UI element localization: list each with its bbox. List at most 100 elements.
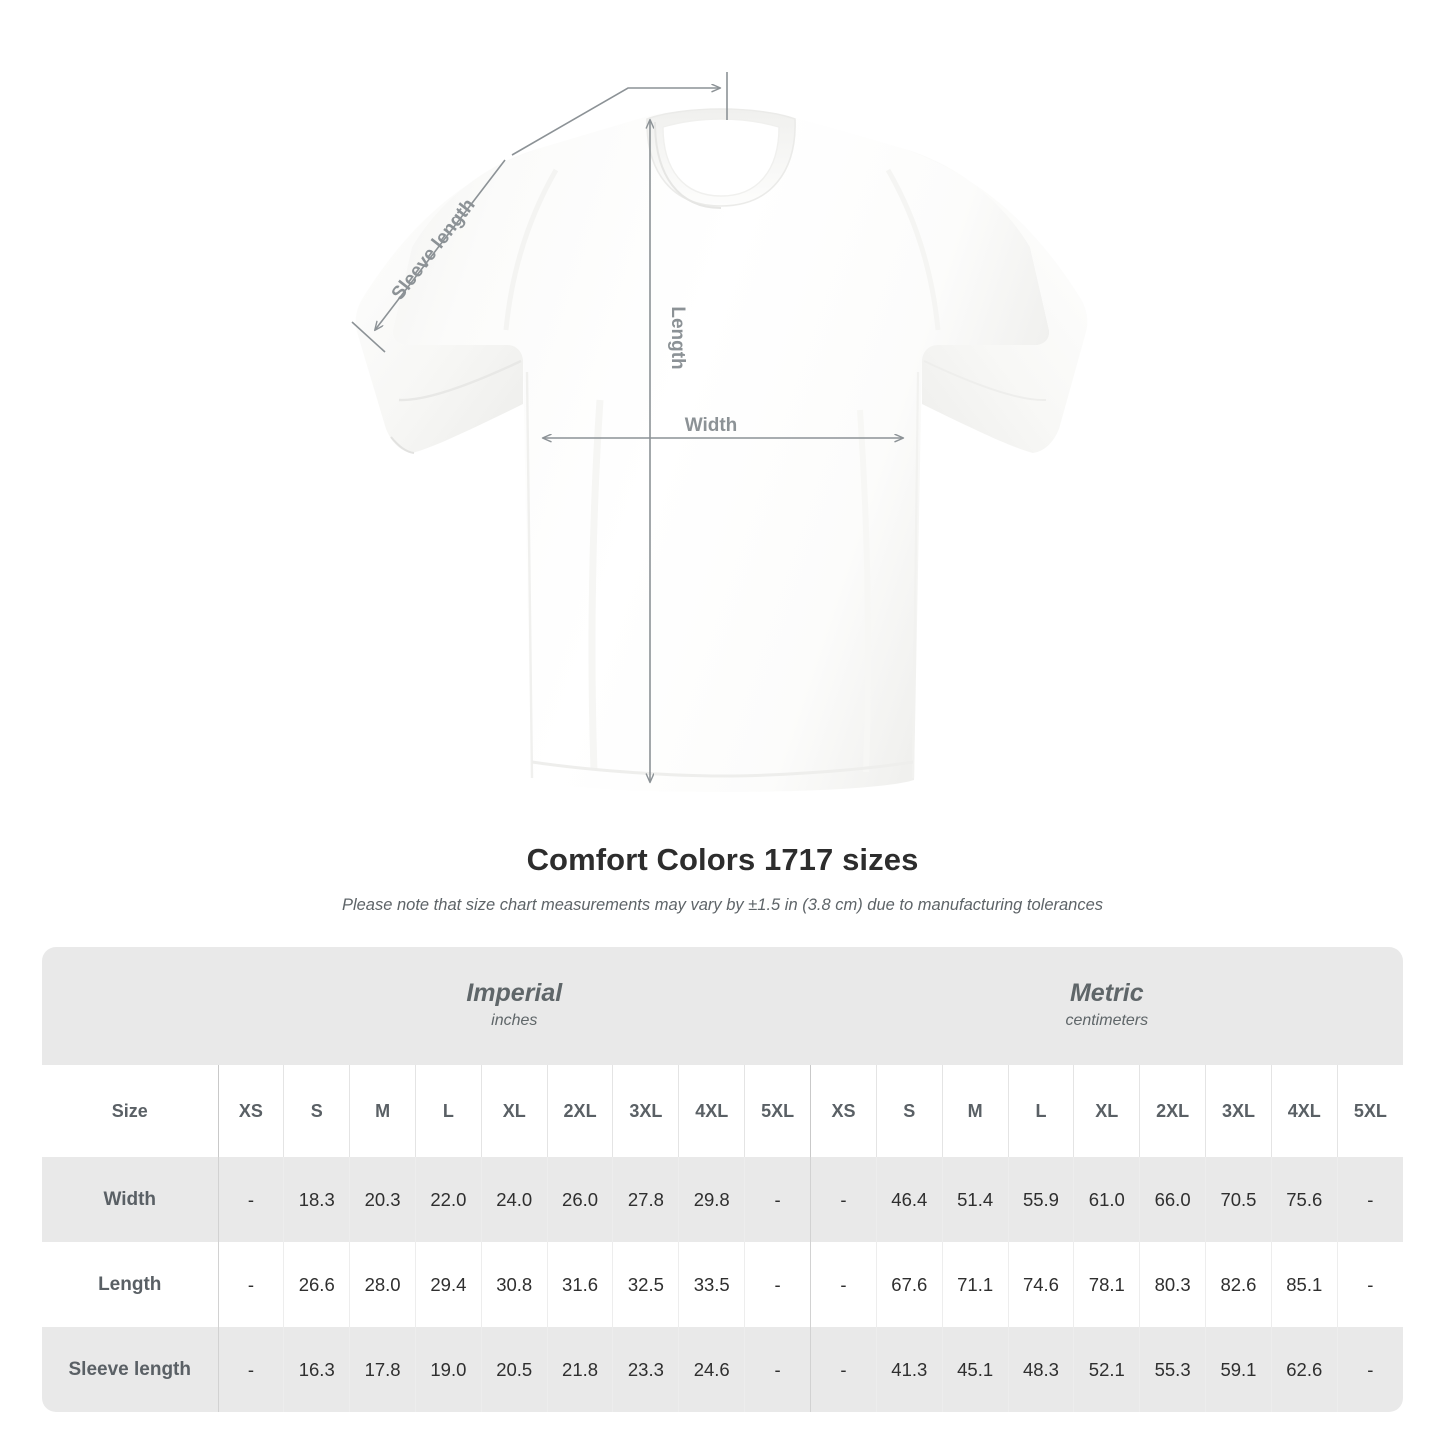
header-met-3xl: 3XL (1205, 1065, 1272, 1157)
header-imp-xs: XS (217, 1065, 284, 1157)
unit-cell-metric: Metric centimeters (810, 947, 1404, 1065)
shoulder-fold-right (885, 168, 941, 331)
cell-sleeve-imp-l: 19.0 (414, 1327, 482, 1412)
cell-length-met-2xl: 80.3 (1139, 1242, 1206, 1327)
tolerance-note: Please note that size chart measurements… (341, 896, 1104, 914)
cell-sleeve-imp-2xl: 21.8 (546, 1327, 613, 1412)
page-title: Comfort Colors 1717 sizes (526, 842, 919, 877)
table-row: Sleeve length - 16.3 17.8 19.0 20.5 21.8… (42, 1327, 1404, 1412)
cell-sleeve-met-s: 41.3 (875, 1327, 943, 1412)
shirt-torso (392, 109, 1050, 792)
header-imp-4xl: 4XL (678, 1065, 745, 1157)
cell-length-met-xs: - (810, 1242, 877, 1327)
sleeve-end-tick (351, 321, 386, 353)
sleeve-length-arrow (375, 159, 506, 330)
header-imp-2xl: 2XL (546, 1065, 613, 1157)
left-side-seam (525, 371, 534, 779)
left-sleeve-hem-inner (398, 359, 522, 402)
cell-sleeve-met-xl: 52.1 (1073, 1327, 1140, 1412)
header-met-xs: XS (810, 1065, 877, 1157)
header-imp-l: L (414, 1065, 482, 1157)
cell-sleeve-imp-m: 17.8 (349, 1327, 416, 1412)
chart-heading: Comfort Colors 1717 sizes Please note th… (0, 840, 1445, 916)
cell-width-imp-l: 22.0 (414, 1157, 482, 1242)
header-imp-5xl: 5XL (744, 1065, 811, 1157)
cell-length-met-5xl: - (1336, 1242, 1404, 1327)
cell-sleeve-met-3xl: 59.1 (1205, 1327, 1272, 1412)
cell-width-met-xs: - (810, 1157, 877, 1242)
unit-metric-name: Metric (1069, 979, 1144, 1007)
cell-sleeve-met-4xl: 62.6 (1270, 1327, 1338, 1412)
unit-cell-imperial: Imperial inches (218, 947, 811, 1065)
table-row: Width - 18.3 20.3 22.0 24.0 26.0 27.8 29… (42, 1157, 1404, 1242)
fold-left (588, 399, 604, 771)
cell-width-imp-4xl: 29.8 (678, 1157, 745, 1242)
table-row: Length - 26.6 28.0 29.4 30.8 31.6 32.5 3… (42, 1242, 1404, 1327)
fold-right (857, 409, 871, 773)
cell-width-met-m: 51.4 (941, 1157, 1009, 1242)
width-label: Width (685, 415, 738, 436)
measurement-annotations (351, 72, 903, 782)
cell-length-imp-xs: - (217, 1242, 284, 1327)
right-sleeve (905, 149, 1088, 453)
cell-width-imp-xl: 24.0 (480, 1157, 548, 1242)
bottom-hem (531, 760, 914, 778)
cell-width-imp-3xl: 27.8 (612, 1157, 679, 1242)
cell-sleeve-met-5xl: - (1336, 1327, 1404, 1412)
unit-imperial-name: Imperial (466, 979, 563, 1007)
cell-width-imp-m: 20.3 (349, 1157, 416, 1242)
cell-width-imp-s: 18.3 (283, 1157, 350, 1242)
left-sleeve (355, 149, 537, 453)
header-met-xl: XL (1073, 1065, 1140, 1157)
cell-width-met-3xl: 70.5 (1205, 1157, 1272, 1242)
size-chart-table: Imperial inches Metric centimeters Size … (42, 947, 1404, 1412)
shoulder-fold-left (503, 168, 559, 331)
cell-width-met-2xl: 66.0 (1139, 1157, 1206, 1242)
unit-system-row: Imperial inches Metric centimeters (42, 947, 1404, 1065)
cell-width-imp-2xl: 26.0 (546, 1157, 613, 1242)
shirt-body-group (355, 108, 1088, 792)
cell-sleeve-met-m: 45.1 (941, 1327, 1009, 1412)
size-header-row: Size XS S M L XL 2XL 3XL 4XL 5XL XS S M … (42, 1065, 1404, 1157)
tshirt-diagram: Sleeve length Length Width (351, 72, 1088, 792)
cell-length-imp-s: 26.6 (283, 1242, 350, 1327)
cell-sleeve-met-xs: - (810, 1327, 877, 1412)
cell-sleeve-met-l: 48.3 (1007, 1327, 1074, 1412)
cell-length-met-s: 67.6 (875, 1242, 943, 1327)
collar-ribbing (654, 121, 722, 209)
header-met-l: L (1007, 1065, 1074, 1157)
tshirt-svg: Sleeve length Length Width (351, 72, 1088, 792)
cell-width-imp-xs: - (217, 1157, 284, 1242)
header-imp-3xl: 3XL (612, 1065, 679, 1157)
cell-width-met-l: 55.9 (1007, 1157, 1074, 1242)
cell-width-met-s: 46.4 (875, 1157, 943, 1242)
size-chart-table-wrapper: Imperial inches Metric centimeters Size … (42, 947, 1404, 1412)
cell-length-met-l: 74.6 (1007, 1242, 1074, 1327)
cell-length-imp-5xl: - (744, 1242, 811, 1327)
cell-length-met-m: 71.1 (941, 1242, 1009, 1327)
cell-sleeve-imp-xl: 20.5 (480, 1327, 548, 1412)
cell-length-imp-3xl: 32.5 (612, 1242, 679, 1327)
header-met-2xl: 2XL (1139, 1065, 1206, 1157)
header-met-4xl: 4XL (1270, 1065, 1338, 1157)
cell-sleeve-imp-3xl: 23.3 (612, 1327, 679, 1412)
cell-sleeve-imp-s: 16.3 (283, 1327, 350, 1412)
cell-width-met-4xl: 75.6 (1270, 1157, 1338, 1242)
row-label-width: Width (42, 1157, 218, 1242)
cell-sleeve-met-2xl: 55.3 (1139, 1327, 1206, 1412)
unit-spacer-cell (42, 947, 218, 1065)
right-side-seam (911, 371, 920, 779)
sleeve-top-leader (511, 88, 720, 156)
cell-length-met-xl: 78.1 (1073, 1242, 1140, 1327)
header-imp-s: S (283, 1065, 350, 1157)
left-sleeve-hem (390, 436, 415, 454)
cell-length-imp-l: 29.4 (414, 1242, 482, 1327)
header-met-5xl: 5XL (1336, 1065, 1404, 1157)
cell-sleeve-imp-xs: - (217, 1327, 284, 1412)
cell-width-imp-5xl: - (744, 1157, 811, 1242)
collar-inner (662, 118, 780, 197)
length-label: Length (667, 306, 688, 369)
cell-length-met-3xl: 82.6 (1205, 1242, 1272, 1327)
cell-length-imp-2xl: 31.6 (546, 1242, 613, 1327)
cell-length-imp-m: 28.0 (349, 1242, 416, 1327)
